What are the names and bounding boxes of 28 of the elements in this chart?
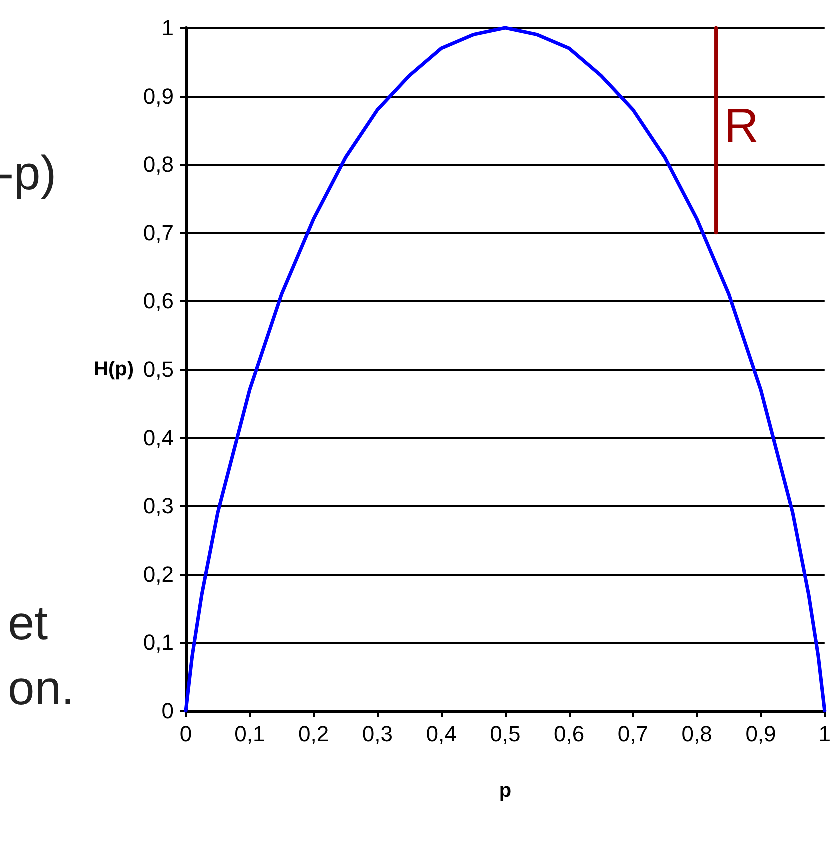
series-label: R <box>724 100 759 153</box>
y-tick-label: 0,4 <box>143 425 174 450</box>
x-tick-label: 0,9 <box>746 722 776 746</box>
y-tick-label: 0 <box>162 698 174 724</box>
y-tick-label: 0,1 <box>143 630 174 656</box>
x-tick-label: 1 <box>818 722 832 746</box>
x-tick-label: 0,3 <box>362 722 393 746</box>
x-tick-label: 0,7 <box>618 722 649 746</box>
y-tick-label: 1 <box>162 16 174 40</box>
y-axis-title: H(p) <box>94 358 134 380</box>
y-tick-label: 0,7 <box>143 220 174 246</box>
x-tick-label: 0,4 <box>426 722 457 746</box>
line-series <box>184 26 827 713</box>
x-tick-label: 0,6 <box>554 722 585 746</box>
text: on. <box>8 662 75 716</box>
y-tick-label: 0,3 <box>143 494 174 519</box>
x-tick-label: 0,5 <box>490 722 521 746</box>
y-tick-label: 0,2 <box>143 562 174 587</box>
y-tick-label: 0,8 <box>143 152 174 178</box>
x-tick-label: 0,2 <box>298 722 330 746</box>
x-tick-label: 0 <box>180 722 192 746</box>
x-tick-label: 0,8 <box>682 722 712 746</box>
y-tick-label: 0,6 <box>143 288 174 314</box>
x-axis-title: p <box>499 780 512 802</box>
y-tick-label: 0,9 <box>143 84 174 109</box>
x-tick-label: 0,1 <box>234 722 266 746</box>
y-tick-label: 0,5 <box>143 357 174 382</box>
text: et <box>8 598 48 650</box>
